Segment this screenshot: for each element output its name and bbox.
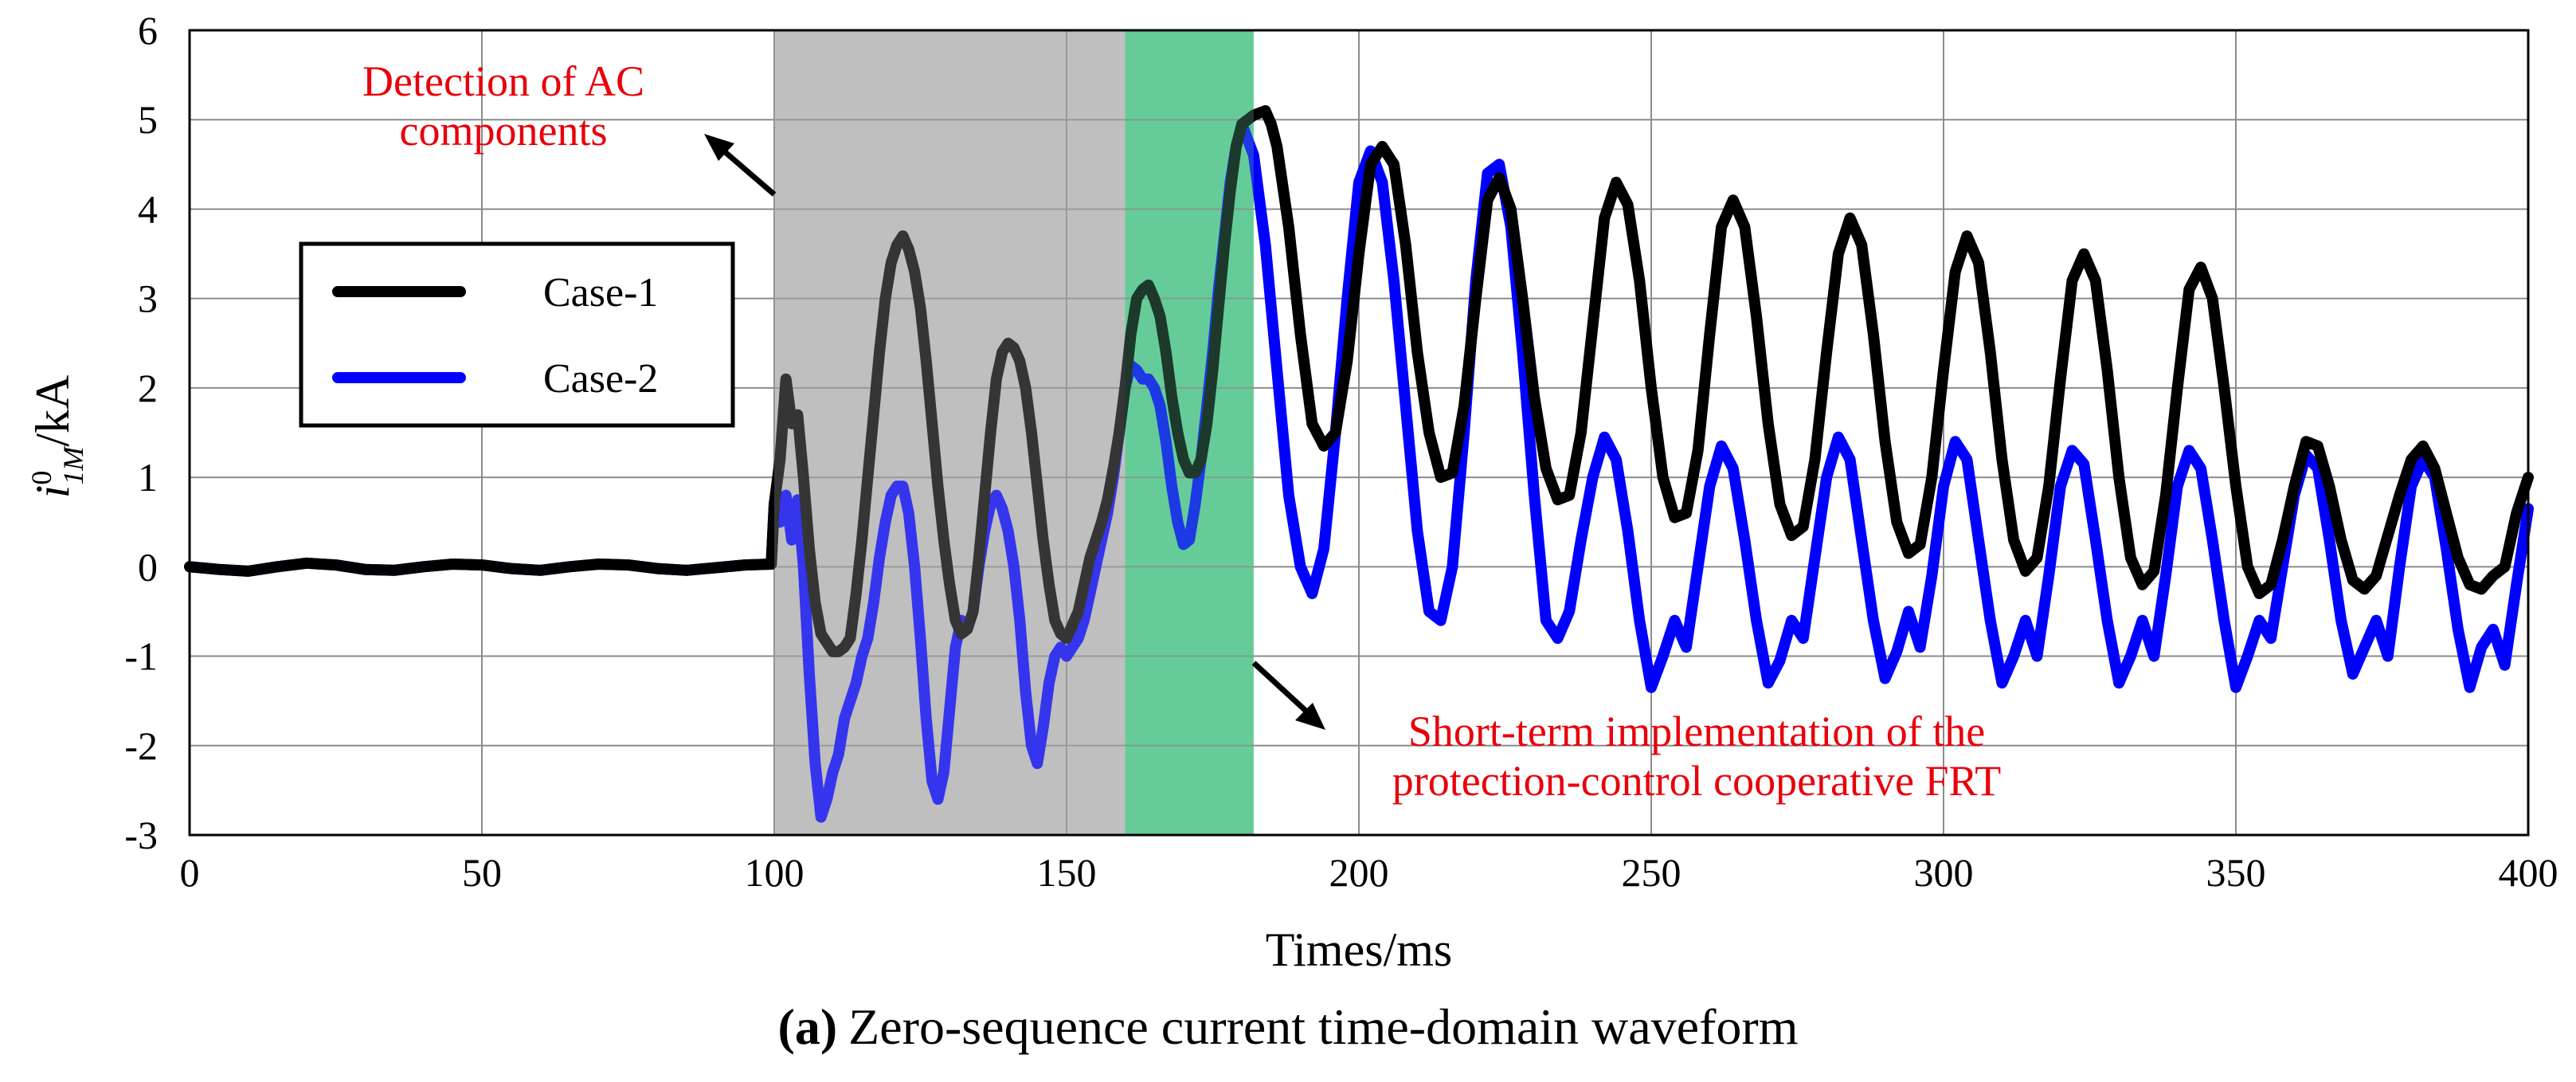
legend-label-case-1: Case-1 <box>543 270 658 316</box>
figure-caption: (a) Zero-sequence current time-domain wav… <box>778 998 1799 1055</box>
shaded-region-overlay-1 <box>774 30 1126 835</box>
x-tick-label: 200 <box>1329 850 1389 895</box>
y-axis-title: i01M/kA <box>25 375 89 499</box>
y-tick-label: 6 <box>138 8 158 53</box>
series-line-case-1 <box>184 105 2534 657</box>
y-tick-label: 2 <box>138 366 158 410</box>
x-tick-label: 50 <box>462 850 502 895</box>
plot-frame <box>188 29 2530 837</box>
y-tick-label: -2 <box>124 723 158 768</box>
annotation-arrowhead-frt <box>1295 703 1325 730</box>
annotation-ac-detection-line-2: components <box>400 107 608 155</box>
y-axis-title-superscript: 0 <box>25 471 57 485</box>
x-tick-label: 150 <box>1037 850 1097 895</box>
x-axis-title: Times/ms <box>1266 923 1453 976</box>
x-tick-label: 400 <box>2499 850 2558 895</box>
y-tick-label: 3 <box>138 276 158 321</box>
figure-caption-text: Zero-sequence current time-domain wavefo… <box>848 998 1798 1055</box>
annotation-ac-detection-line-1: Detection of AC <box>362 57 644 105</box>
y-tick-label: 0 <box>138 544 158 589</box>
annotation-arrow-frt <box>1251 661 1315 719</box>
annotation-frt-line-1: Short-term implementation of the <box>1408 708 1985 755</box>
y-axis-title-symbol: i <box>26 485 79 499</box>
y-tick-label: -1 <box>124 634 158 679</box>
legend-box <box>299 241 735 428</box>
x-tick-label: 250 <box>1622 850 1681 895</box>
y-tick-label: -3 <box>124 813 158 857</box>
annotation-arrowhead-ac-detection <box>704 134 734 161</box>
x-tick-label: 0 <box>180 850 200 895</box>
x-tick-label: 350 <box>2206 850 2266 895</box>
x-tick-label: 300 <box>1914 850 1974 895</box>
y-tick-label: 4 <box>138 186 158 231</box>
y-axis-title-unit: /kA <box>26 375 79 447</box>
annotation-arrow-ac-detection <box>714 143 777 197</box>
y-tick-label: 1 <box>138 455 158 500</box>
legend-label-case-2: Case-2 <box>543 356 658 402</box>
y-axis-title-subscript: 1M <box>57 445 89 485</box>
annotation-frt-line-2: protection-control cooperative FRT <box>1392 757 2002 805</box>
shaded-region-overlay-2 <box>1125 30 1254 835</box>
figure-caption-label: (a) <box>778 998 838 1055</box>
series-line-case-2 <box>184 118 2534 823</box>
y-tick-label: 5 <box>138 97 158 142</box>
x-tick-label: 100 <box>745 850 805 895</box>
